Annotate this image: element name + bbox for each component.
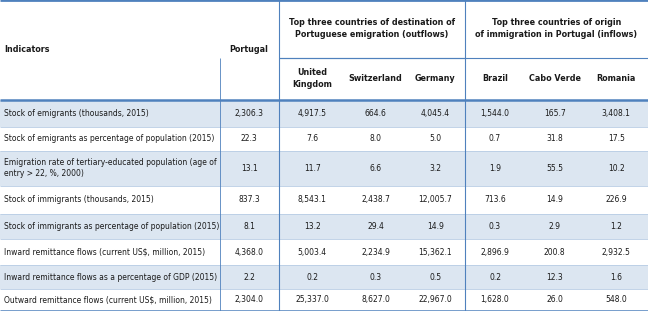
Text: Top three countries of origin
of immigration in Portugal (inflows): Top three countries of origin of immigra…: [476, 18, 638, 39]
Text: 7.6: 7.6: [306, 134, 318, 143]
Text: Inward remittance flows as a percentage of GDP (2015): Inward remittance flows as a percentage …: [4, 273, 217, 281]
Text: 0.2: 0.2: [489, 273, 501, 281]
Text: 13.1: 13.1: [241, 164, 257, 173]
Text: 13.2: 13.2: [304, 222, 321, 231]
Text: 2,306.3: 2,306.3: [235, 109, 264, 118]
Text: 8.1: 8.1: [243, 222, 255, 231]
Text: Switzerland: Switzerland: [349, 74, 402, 83]
Text: Stock of emigrants as percentage of population (2015): Stock of emigrants as percentage of popu…: [4, 134, 214, 143]
Text: 12.3: 12.3: [546, 273, 563, 281]
Text: 548.0: 548.0: [605, 295, 627, 304]
Text: Emigration rate of tertiary-educated population (age of
entry > 22, %, 2000): Emigration rate of tertiary-educated pop…: [4, 158, 216, 179]
Text: 2,304.0: 2,304.0: [235, 295, 264, 304]
Text: 2,234.9: 2,234.9: [361, 248, 390, 257]
Text: 2,932.5: 2,932.5: [602, 248, 631, 257]
Text: 11.7: 11.7: [304, 164, 321, 173]
Text: 8,627.0: 8,627.0: [361, 295, 390, 304]
Text: 3,408.1: 3,408.1: [602, 109, 631, 118]
Text: 0.2: 0.2: [306, 273, 318, 281]
Text: 17.5: 17.5: [608, 134, 625, 143]
Bar: [0, 214, 648, 239]
Text: 29.4: 29.4: [367, 222, 384, 231]
Text: 12,005.7: 12,005.7: [419, 196, 452, 204]
Text: 15,362.1: 15,362.1: [419, 248, 452, 257]
Text: United
Kingdom: United Kingdom: [292, 68, 332, 89]
Text: 2,896.9: 2,896.9: [481, 248, 509, 257]
Text: 1.6: 1.6: [610, 273, 622, 281]
Text: 26.0: 26.0: [546, 295, 563, 304]
Text: Portugal: Portugal: [229, 45, 268, 54]
Text: Stock of emigrants (thousands, 2015): Stock of emigrants (thousands, 2015): [4, 109, 148, 118]
Text: 31.8: 31.8: [546, 134, 563, 143]
Bar: [0, 151, 648, 186]
Text: 1,628.0: 1,628.0: [481, 295, 509, 304]
Text: 55.5: 55.5: [546, 164, 563, 173]
Text: 713.6: 713.6: [484, 196, 506, 204]
Text: Germany: Germany: [415, 74, 456, 83]
Text: 1,544.0: 1,544.0: [481, 109, 509, 118]
Text: Top three countries of destination of
Portuguese emigration (outflows): Top three countries of destination of Po…: [289, 18, 455, 39]
Text: 5,003.4: 5,003.4: [297, 248, 327, 257]
Text: 1.9: 1.9: [489, 164, 501, 173]
Text: 1.2: 1.2: [610, 222, 622, 231]
Text: 6.6: 6.6: [369, 164, 382, 173]
Text: Indicators: Indicators: [4, 45, 49, 54]
Text: 0.3: 0.3: [489, 222, 501, 231]
Text: 22,967.0: 22,967.0: [419, 295, 452, 304]
Text: 226.9: 226.9: [605, 196, 627, 204]
Text: 10.2: 10.2: [608, 164, 625, 173]
Text: 0.3: 0.3: [369, 273, 382, 281]
Bar: [0, 265, 648, 289]
Text: 2.9: 2.9: [549, 222, 561, 231]
Text: Inward remittance flows (current US$, million, 2015): Inward remittance flows (current US$, mi…: [4, 248, 205, 257]
Text: 4,917.5: 4,917.5: [297, 109, 327, 118]
Text: 4,045.4: 4,045.4: [421, 109, 450, 118]
Text: Cabo Verde: Cabo Verde: [529, 74, 581, 83]
Text: 0.5: 0.5: [429, 273, 441, 281]
Text: 2,438.7: 2,438.7: [361, 196, 390, 204]
Text: 5.0: 5.0: [429, 134, 441, 143]
Text: 200.8: 200.8: [544, 248, 566, 257]
Text: 8,543.1: 8,543.1: [297, 196, 327, 204]
Text: Outward remittance flows (current US$, million, 2015): Outward remittance flows (current US$, m…: [4, 295, 212, 304]
Text: 0.7: 0.7: [489, 134, 501, 143]
Text: 3.2: 3.2: [429, 164, 441, 173]
Text: 165.7: 165.7: [544, 109, 566, 118]
Text: Romania: Romania: [597, 74, 636, 83]
Text: 4,368.0: 4,368.0: [235, 248, 264, 257]
Text: 664.6: 664.6: [365, 109, 386, 118]
Text: Stock of immigrants (thousands, 2015): Stock of immigrants (thousands, 2015): [4, 196, 154, 204]
Text: 22.3: 22.3: [241, 134, 257, 143]
Text: 8.0: 8.0: [369, 134, 382, 143]
Text: 2.2: 2.2: [243, 273, 255, 281]
Text: 14.9: 14.9: [427, 222, 444, 231]
Text: 14.9: 14.9: [546, 196, 563, 204]
Text: Brazil: Brazil: [482, 74, 508, 83]
Text: Stock of immigrants as percentage of population (2015): Stock of immigrants as percentage of pop…: [4, 222, 219, 231]
Text: 25,337.0: 25,337.0: [295, 295, 329, 304]
Bar: [0, 100, 648, 127]
Text: 837.3: 837.3: [238, 196, 260, 204]
